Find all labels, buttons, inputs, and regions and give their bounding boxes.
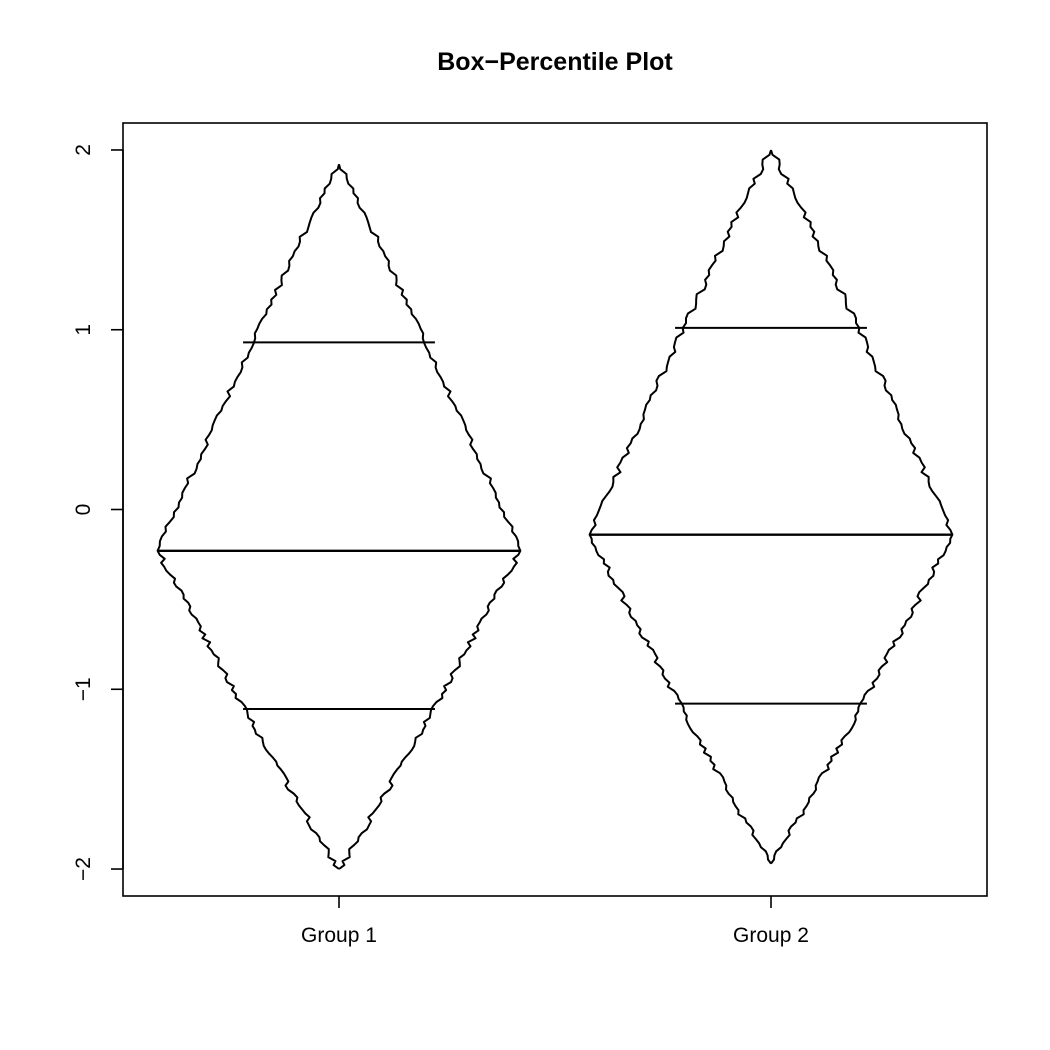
percentile-outline-right: [338, 164, 522, 870]
plot-frame: [122, 122, 988, 897]
y-axis: −2 −1 0 1 2: [72, 144, 124, 881]
plot-area: [156, 149, 954, 870]
y-tick-label: 0: [72, 504, 95, 516]
percentile-outline-left: [588, 149, 772, 865]
group-1: [156, 164, 522, 870]
x-axis: Group 1 Group 2: [301, 896, 809, 947]
x-tick-label: Group 2: [733, 924, 809, 947]
y-tick-label: 1: [72, 324, 95, 336]
group-2: [588, 149, 954, 865]
y-tick-label: −2: [72, 857, 95, 881]
y-tick-label: −1: [72, 677, 95, 701]
chart-title: Box−Percentile Plot: [437, 48, 673, 76]
y-tick-label: 2: [72, 144, 95, 156]
x-tick-label: Group 1: [301, 924, 377, 947]
percentile-outline-right: [770, 149, 954, 865]
percentile-outline-left: [156, 164, 340, 870]
